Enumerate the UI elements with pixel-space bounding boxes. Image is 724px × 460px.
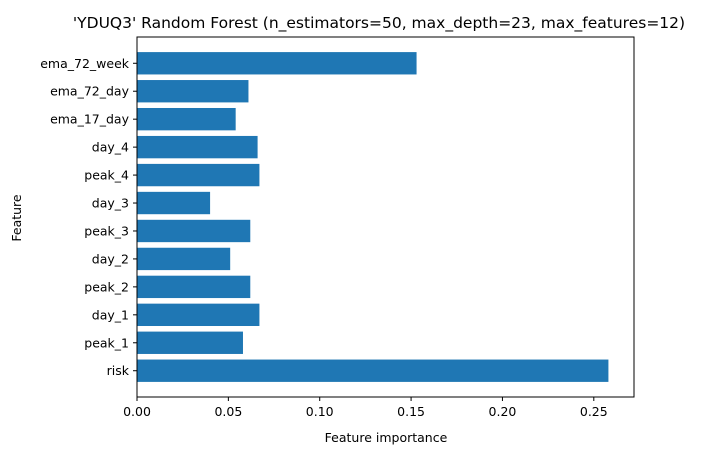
y-tick-label: ema_72_week	[40, 56, 130, 71]
y-axis-ticks: risk peak_1 day_1 peak_2 day_2 peak_3 day_3 pea…	[40, 56, 137, 378]
y-tick-label: day_1	[92, 307, 129, 322]
y-axis-label: Feature	[9, 194, 24, 242]
bar-peak_4	[137, 163, 260, 187]
y-tick-label: ema_72_day	[50, 84, 130, 99]
x-tick-label: 0.00	[123, 404, 151, 419]
x-axis-ticks: 0.00 0.05 0.10 0.15 0.20 0.25	[123, 397, 608, 419]
y-tick-label: day_2	[92, 251, 129, 266]
y-tick-label: peak_4	[84, 168, 129, 183]
bar-ema_17_day	[137, 107, 236, 131]
bar-day_1	[137, 303, 260, 327]
x-tick-label: 0.05	[214, 404, 242, 419]
bar-ema_72_day	[137, 80, 249, 103]
bars-group	[137, 52, 609, 382]
plot-frame	[136, 36, 635, 398]
bar-peak_2	[137, 275, 251, 299]
chart-title: 'YDUQ3' Random Forest (n_estimators=50, …	[73, 14, 685, 33]
y-tick-label: peak_3	[84, 223, 129, 238]
bar-day_3	[137, 191, 211, 215]
y-tick-label: peak_2	[84, 279, 129, 294]
y-tick-label: day_3	[92, 196, 129, 211]
bar-peak_1	[137, 331, 243, 354]
bar-day_2	[137, 247, 231, 271]
x-tick-label: 0.20	[489, 404, 517, 419]
bar-risk	[137, 359, 609, 382]
x-tick-label: 0.15	[397, 404, 425, 419]
bar-ema_72_week	[137, 52, 417, 75]
y-tick-label: risk	[107, 363, 130, 378]
y-tick-label: day_4	[92, 140, 129, 155]
bar-peak_3	[137, 219, 251, 243]
x-tick-label: 0.10	[306, 404, 334, 419]
y-tick-label: ema_17_day	[50, 112, 130, 127]
x-axis-label: Feature importance	[325, 430, 448, 445]
y-tick-label: peak_1	[84, 335, 129, 350]
bar-day_4	[137, 135, 258, 159]
x-tick-label: 0.25	[580, 404, 608, 419]
